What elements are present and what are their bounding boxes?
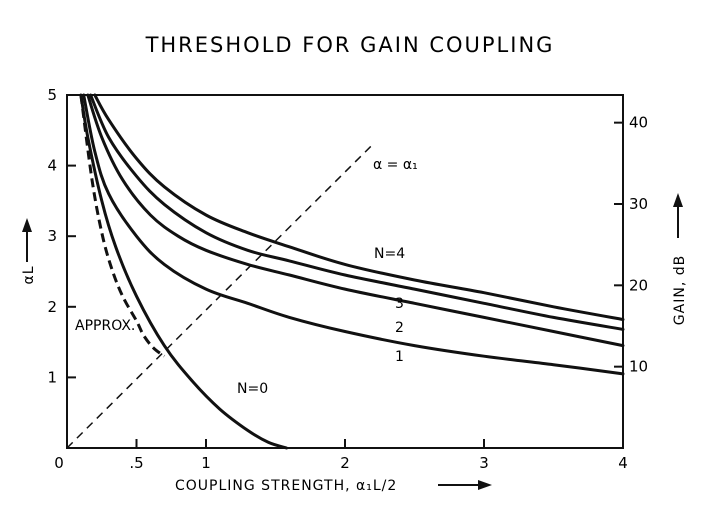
label-alpha-eq: α = α₁ <box>373 157 418 173</box>
series-curve-n0 <box>79 93 289 450</box>
chart-title: THRESHOLD FOR GAIN COUPLING <box>145 33 555 57</box>
series-curve-n3 <box>89 93 625 331</box>
series-layer <box>79 93 625 450</box>
x-tick-label: 0 <box>54 454 64 472</box>
y-tick-label: 2 <box>47 298 57 316</box>
x-tick-label: 2 <box>340 454 350 472</box>
x-tick-label: 4 <box>618 454 628 472</box>
x-tick-label: .5 <box>129 454 143 472</box>
alpha-equal-diagonal <box>66 143 374 449</box>
y-axis-label: αL <box>21 265 37 284</box>
y2-tick-label: 30 <box>629 195 648 213</box>
x-axis-ticks: 0 .5 1 2 3 4 <box>54 439 628 472</box>
plot-frame <box>66 94 624 449</box>
y2-tick-label: 20 <box>629 276 648 294</box>
series-curve-n2 <box>86 93 625 348</box>
y-tick-label: 1 <box>47 368 57 386</box>
x-axis-arrowhead-icon <box>478 480 492 490</box>
label-approx: APPROX. <box>75 318 135 334</box>
y2-axis-arrowhead-icon <box>673 193 683 207</box>
approx-curve <box>79 94 166 358</box>
series-curve-n4 <box>93 93 625 321</box>
y2-tick-label: 10 <box>629 358 648 376</box>
y2-axis-label-group: GAIN, dB <box>672 255 688 325</box>
y-axis-ticks: 1 2 3 4 5 <box>47 86 76 386</box>
x-tick-label: 1 <box>201 454 211 472</box>
label-n0: N=0 <box>237 381 268 397</box>
x-tick-label: 3 <box>479 454 489 472</box>
y2-axis-ticks: 10 20 30 40 <box>614 114 648 376</box>
label-n3: 3 <box>395 296 404 312</box>
label-n2: 2 <box>395 320 404 336</box>
y-axis-label-group: αL <box>21 265 37 284</box>
label-n4: N=4 <box>374 246 405 262</box>
y2-axis-label: GAIN, dB <box>672 255 688 325</box>
y-tick-label: 4 <box>47 157 57 175</box>
y-tick-label: 3 <box>47 227 57 245</box>
label-n1: 1 <box>395 349 404 365</box>
y-axis-arrowhead-icon <box>22 218 32 232</box>
y2-tick-label: 40 <box>629 114 648 132</box>
series-curve-n1 <box>82 93 625 376</box>
y-tick-label: 5 <box>47 86 57 104</box>
x-axis-label: COUPLING STRENGTH, α₁L/2 <box>175 478 397 494</box>
